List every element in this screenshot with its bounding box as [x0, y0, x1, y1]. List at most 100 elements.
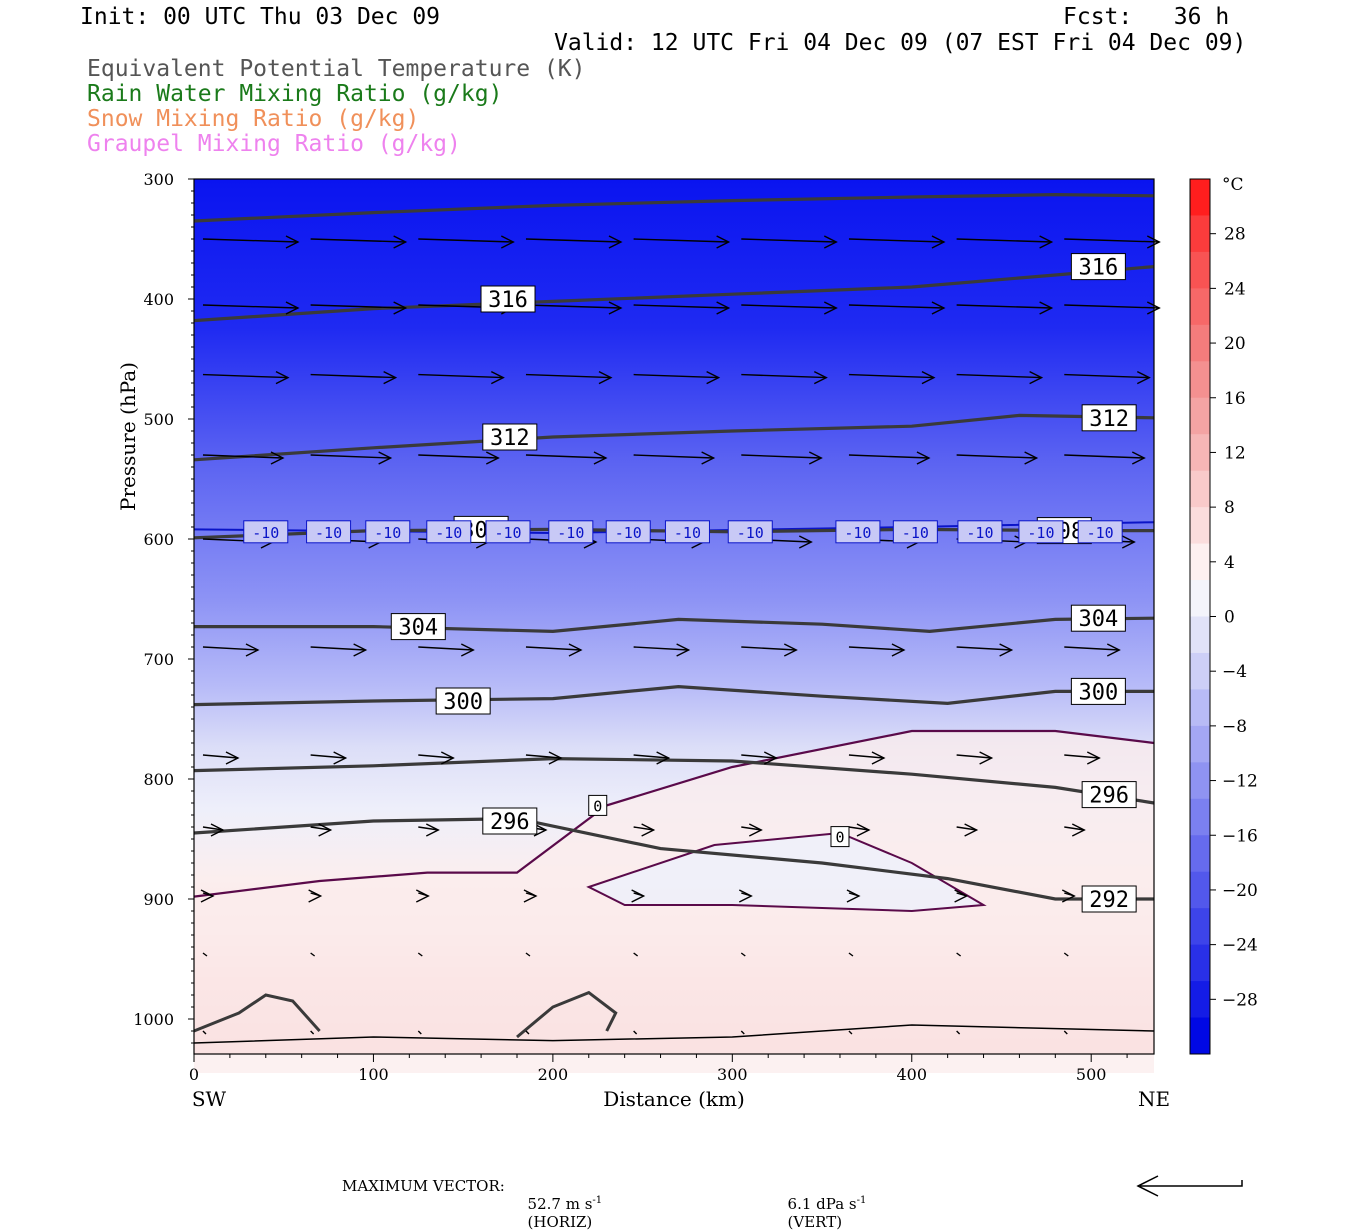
wind-vector: [633, 952, 639, 957]
wind-vector: [418, 451, 500, 465]
wind-vector: [848, 370, 936, 385]
wind-vector: [525, 952, 531, 957]
theta-e-label-300: 300: [1070, 677, 1126, 705]
surface-line: [193, 1024, 1155, 1044]
wind-vector: [848, 751, 886, 765]
wind-vector: [741, 301, 838, 315]
theta-e-contour-292: [193, 816, 1154, 901]
wind-vector: [202, 301, 300, 315]
legend-rain: Rain Water Mixing Ratio (g/kg): [87, 81, 503, 107]
legend-theta-e: Equivalent Potential Temperature (K): [87, 56, 586, 82]
isotherm-label-minus-ten: -10: [835, 520, 881, 544]
zero-isotherm-pocket: [586, 831, 987, 913]
wind-vector: [956, 235, 1054, 249]
wind-vector: [202, 1030, 207, 1035]
wind-vector: [848, 823, 871, 837]
theta-e-surface-contour: [516, 990, 618, 1039]
svg-text:312: 312: [1089, 407, 1129, 432]
svg-text:-10: -10: [966, 524, 993, 542]
colorbar-segment: [1190, 251, 1210, 289]
isotherm-label-minus-ten: -10: [365, 520, 411, 544]
legend-graupel: Graupel Mixing Ratio (g/kg): [87, 131, 461, 157]
theta-e-label-304: 304: [1070, 604, 1126, 632]
isotherm-label-minus-ten: -10: [485, 520, 531, 544]
svg-text:296: 296: [490, 810, 530, 835]
theta-e-surface-contour: [193, 993, 321, 1033]
colorbar-segment: [1190, 324, 1210, 362]
wind-vector: [848, 235, 946, 249]
colorbar-segment: [1190, 871, 1210, 909]
wind-vector: [956, 301, 1054, 315]
svg-text:-10: -10: [1087, 524, 1114, 542]
wind-vector: [956, 451, 1039, 465]
isotherm-label-minus-ten: -10: [243, 520, 289, 544]
colorbar-tick-label: −28: [1222, 990, 1258, 1010]
wind-vector: [308, 889, 323, 903]
wind-vector: [956, 1030, 961, 1035]
wind-vector: [956, 823, 979, 837]
wind-vector: [523, 889, 538, 903]
wind-vector: [525, 235, 623, 249]
svg-text:-10: -10: [494, 524, 521, 542]
colorbar-tick-label: 12: [1224, 443, 1246, 463]
wind-vector: [633, 235, 731, 249]
wind-vector: [525, 451, 608, 465]
svg-text:-10: -10: [1027, 524, 1054, 542]
ne-label: NE: [1138, 1087, 1170, 1111]
colorbar-unit: °C: [1222, 175, 1244, 195]
colorbar-tick-label: −20: [1222, 881, 1258, 901]
isotherm-label-minus-ten: -10: [605, 520, 651, 544]
colorbar-segment: [1190, 361, 1210, 399]
wind-vector: [738, 889, 753, 903]
x-tick-label: 300: [717, 1065, 748, 1084]
colorbar-tick-label: −24: [1222, 936, 1258, 956]
svg-text:0: 0: [835, 829, 844, 847]
wind-vector: [310, 643, 368, 657]
x-tick-label: 0: [189, 1065, 199, 1084]
theta-e-label-316: 316: [1070, 253, 1126, 281]
wind-vector: [202, 751, 240, 765]
wind-vector: [200, 889, 215, 903]
colorbar-segment: [1190, 543, 1210, 581]
y-tick-label: 1000: [133, 1010, 174, 1029]
colorbar-segment: [1190, 215, 1210, 253]
wind-vector: [202, 235, 300, 249]
colorbar-tick-label: 4: [1224, 553, 1235, 573]
colorbar-tick-label: −4: [1222, 662, 1247, 682]
y-tick-label: 700: [143, 650, 174, 669]
wind-vector: [1061, 889, 1076, 903]
isotherm-label-minus-ten: -10: [306, 520, 352, 544]
svg-text:304: 304: [1078, 607, 1118, 632]
wind-vector: [956, 370, 1044, 385]
x-tick-label: 100: [358, 1065, 389, 1084]
wind-vector: [202, 451, 285, 465]
wind-vector: [741, 451, 823, 465]
theta-e-contour-316: [193, 192, 1155, 223]
wind-vector: [633, 751, 671, 765]
wind-vector: [525, 643, 583, 657]
colorbar-segment: [1190, 689, 1210, 727]
colorbar-tick-label: 24: [1224, 279, 1246, 299]
svg-text:-10: -10: [435, 524, 462, 542]
svg-text:316: 316: [488, 288, 528, 313]
legend-snow: Snow Mixing Ratio (g/kg): [87, 106, 420, 132]
isotherm-label-minus-ten: -10: [727, 520, 773, 544]
theta-e-label-312: 312: [482, 423, 538, 451]
wind-vector: [310, 235, 408, 249]
wind-vector: [415, 889, 430, 903]
wind-vector: [741, 823, 763, 837]
isotherm-label-0: 0: [830, 826, 850, 848]
colorbar-segment: [1190, 798, 1210, 836]
plot-frame: [193, 178, 1155, 1055]
svg-text:316: 316: [1078, 256, 1118, 281]
wind-vector: [418, 751, 455, 765]
wind-vector: [310, 451, 393, 465]
wind-vector: [633, 823, 656, 837]
svg-text:-10: -10: [844, 524, 871, 542]
svg-text:292: 292: [1089, 888, 1129, 913]
svg-text:-10: -10: [557, 524, 584, 542]
wind-vector: [848, 1030, 853, 1035]
y-axis-label: Pressure (hPa): [116, 362, 140, 511]
wind-vector: [202, 952, 208, 957]
colorbar-segment: [1190, 288, 1210, 326]
